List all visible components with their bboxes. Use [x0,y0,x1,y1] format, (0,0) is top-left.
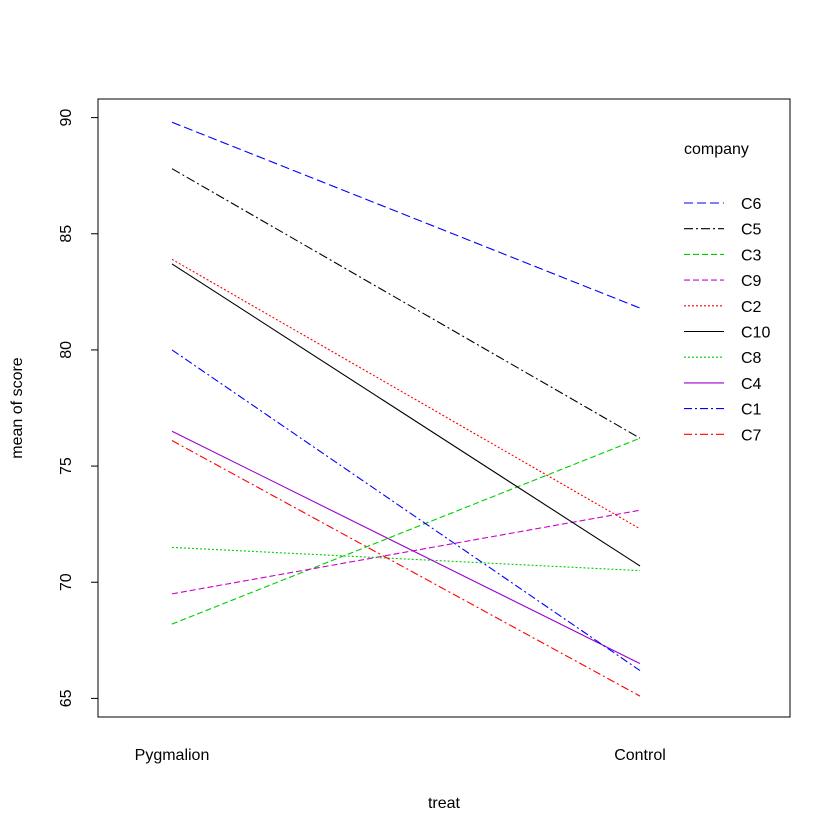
y-tick-label: 65 [58,689,75,707]
series-line-c1 [171,349,641,671]
legend-label-c8: C8 [741,350,762,367]
legend-label-c2: C2 [741,299,762,316]
legend-label-c1: C1 [741,402,762,419]
series-line-c6 [171,121,641,309]
y-tick-label: 70 [58,573,75,591]
y-tick-label: 85 [58,225,75,243]
legend-title: company [684,141,749,158]
y-tick-label: 80 [58,341,75,359]
series-line-c7 [171,440,641,697]
legend-label-c7: C7 [741,427,762,444]
legend-label-c10: C10 [741,325,770,342]
legend-label-c9: C9 [741,273,762,290]
series-line-c3 [171,437,641,625]
series-line-c5 [171,168,641,439]
x-axis: Pygmalion Control [135,747,666,764]
legend-label-c6: C6 [741,196,762,213]
legend: company C6 C5 C3 C9 C2 C10 C8 C4 C1 C7 [684,141,770,444]
x-tick-label: Pygmalion [135,747,210,764]
plot-frame [97,98,791,718]
legend-label-c3: C3 [741,247,762,264]
series-line-c4 [171,430,641,665]
x-axis-label: treat [428,795,461,812]
series-line-c9 [171,509,641,595]
series-lines [171,121,641,697]
legend-label-c5: C5 [741,222,762,239]
y-tick-label: 90 [58,109,75,127]
y-tick-label: 75 [58,457,75,475]
y-axis-label: mean of score [9,357,26,458]
legend-label-c4: C4 [741,376,762,393]
x-tick-label: Control [614,747,666,764]
y-axis: 65 70 75 80 85 90 [58,109,98,707]
series-line-c10 [171,263,641,567]
